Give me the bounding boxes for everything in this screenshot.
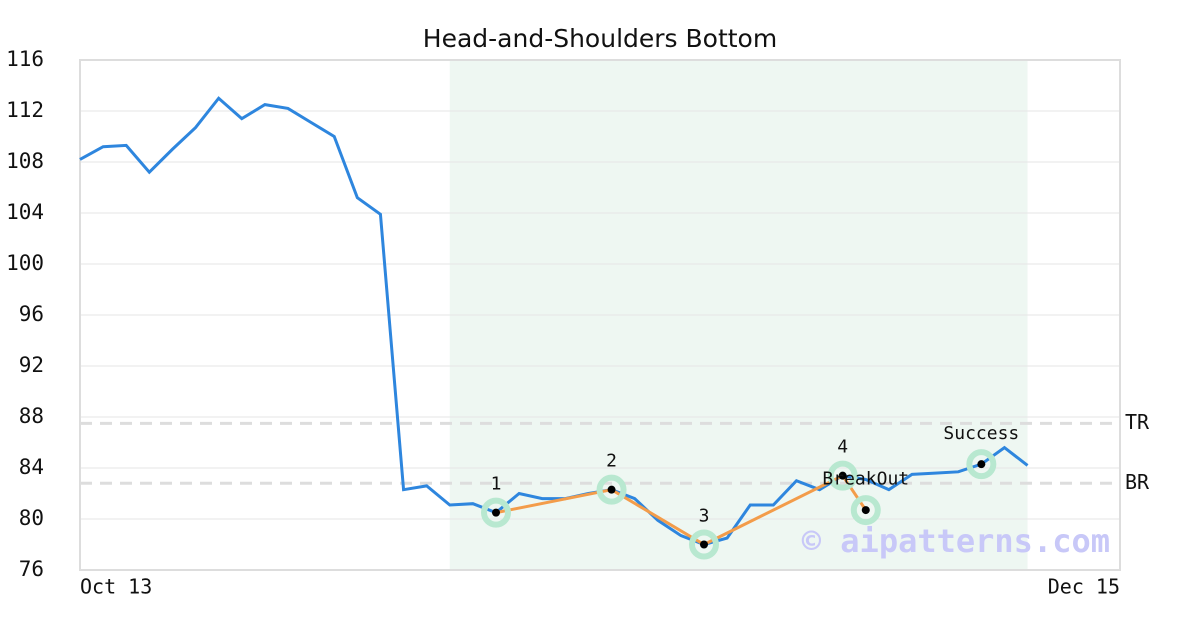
pivot-point (492, 508, 500, 517)
x-tick-label: Dec 15 (1048, 575, 1120, 599)
pivot-halo (481, 497, 511, 528)
pivot-label: 4 (837, 437, 848, 458)
y-tick-label: 76 (19, 557, 44, 581)
price-line (79, 96, 1029, 547)
pivot-point (977, 460, 986, 469)
y-tick-label: 80 (19, 506, 44, 530)
chart-title: Head-and-Shoulders Bottom (423, 24, 777, 53)
watermark: © aipatterns.com (802, 522, 1110, 560)
y-tick-label: 104 (6, 200, 44, 224)
y-tick-label: 100 (6, 251, 44, 275)
plot-frame (79, 59, 1121, 571)
pivot-halo (850, 495, 881, 526)
pivot-label: 2 (606, 451, 617, 472)
y-tick-label: 92 (19, 353, 44, 377)
pivot-label: 1 (491, 474, 502, 495)
pivot-halo (596, 474, 627, 505)
success-label: Success (943, 423, 1019, 444)
y-tick-label: 88 (19, 404, 44, 428)
pivot-halo (689, 529, 719, 560)
y-tick-label: 116 (6, 47, 44, 71)
pivot-point (838, 471, 847, 480)
y-tick-label: 112 (6, 98, 44, 122)
y-tick-label: 84 (19, 455, 44, 479)
pivot-label: BreakOut (822, 469, 909, 490)
level-label: TR (1125, 410, 1150, 434)
x-tick-label: Oct 13 (80, 575, 152, 599)
pivot-point (861, 506, 870, 515)
y-tick-label: 108 (6, 149, 44, 173)
pivot-point (700, 540, 708, 549)
pivot-halo (966, 449, 997, 480)
y-tick-label: 96 (19, 302, 44, 326)
pivot-point (607, 485, 616, 494)
pivot-halo (827, 460, 858, 491)
pivot-label: 3 (699, 506, 710, 527)
level-label: BR (1125, 470, 1150, 494)
